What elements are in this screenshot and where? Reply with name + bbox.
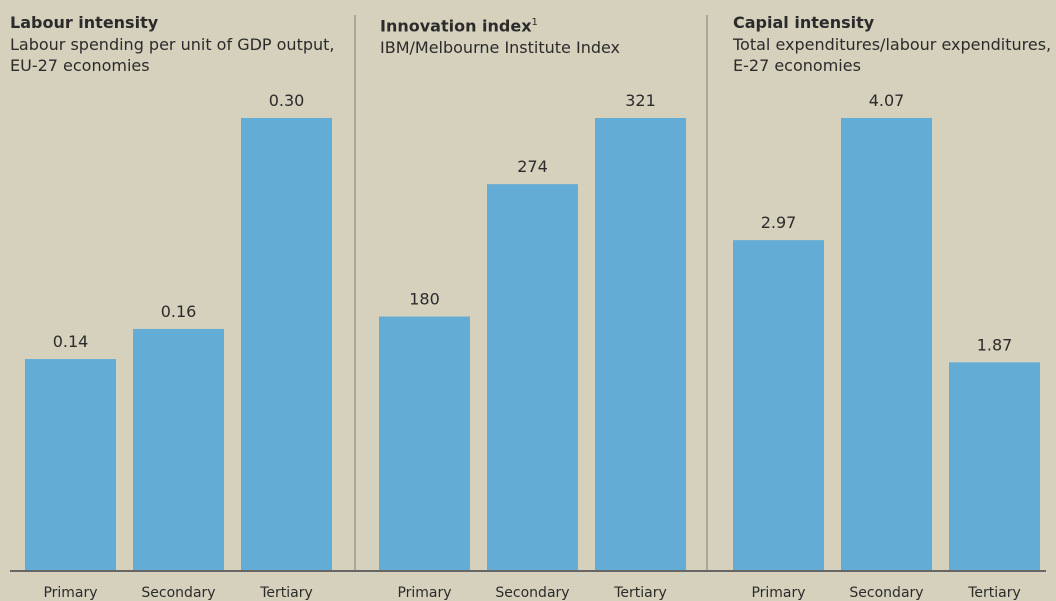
footnote-mark: 1 [531,17,538,28]
bar [595,118,686,570]
bar [733,240,824,570]
value-label: 0.16 [161,302,197,321]
chart-title: Labour intensity [10,13,159,32]
bar [841,118,932,570]
bar [25,359,116,570]
chart-title: Capial intensity [733,13,875,32]
x-tick-label: Secondary [495,585,569,601]
bar [949,362,1040,570]
x-tick-label: Tertiary [967,585,1021,601]
chart-title: Innovation index1 [380,12,710,37]
x-tick-label: Secondary [141,585,215,601]
x-tick-label: Tertiary [613,585,667,601]
value-label: 0.14 [53,332,89,351]
panel-header: Labour intensity Labour spending per uni… [10,12,340,76]
chart-subtitle: IBM/Melbourne Institute Index [380,38,621,58]
x-tick-label: Secondary [849,585,923,601]
x-tick-label: Primary [397,585,451,601]
value-label: 4.07 [869,91,905,110]
value-label: 274 [517,157,548,176]
value-label: 321 [625,91,656,110]
bar [241,118,332,570]
x-tick-label: Primary [43,585,97,601]
x-tick-label: Primary [751,585,805,601]
bar [133,328,224,570]
value-label: 180 [409,290,440,309]
chart-subtitle: Labour spending per unit of GDP output, … [10,35,335,75]
panel-header: Capial intensity Total expenditures/labo… [733,12,1056,76]
title-text: Innovation index [380,16,532,36]
panel-header: Innovation index1 IBM/Melbourne Institut… [380,12,710,58]
chart-subtitle: Total expenditures/labour expenditures, … [733,35,1052,75]
value-label: 0.30 [269,91,305,110]
x-tick-label: Tertiary [259,585,313,601]
value-label: 1.87 [977,335,1013,354]
bar [379,316,470,570]
value-label: 2.97 [761,213,797,232]
bar [487,184,578,571]
